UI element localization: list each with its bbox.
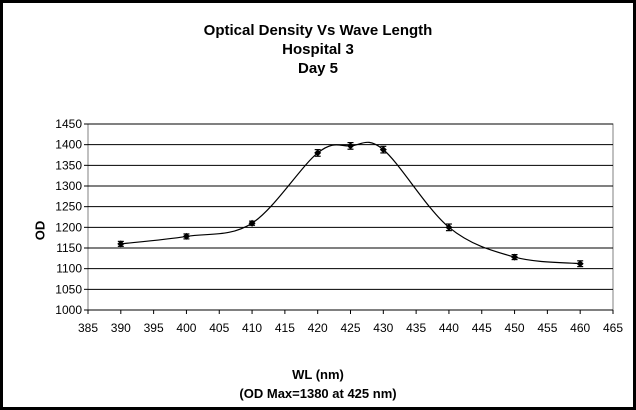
data-point [379,146,387,154]
x-tick-label: 405 [209,321,229,335]
y-tick-label: 1100 [56,262,82,276]
y-tick-label: 1000 [55,303,82,317]
x-tick-label: 410 [242,321,262,335]
data-point [314,149,322,157]
data-point [347,142,354,150]
x-tick-label: 460 [570,321,590,335]
x-tick-label: 385 [78,321,98,335]
x-tick-label: 390 [111,321,131,335]
y-tick-label: 1400 [55,138,82,152]
x-tick-label: 395 [144,321,164,335]
y-tick-label: 1250 [55,200,82,214]
y-tick-label: 1300 [55,179,82,193]
x-tick-label: 430 [373,321,393,335]
data-point [511,253,519,261]
x-tick-label: 465 [603,321,623,335]
y-tick-label: 1150 [56,241,82,255]
x-tick-label: 455 [537,321,557,335]
chart-title-line-3: Day 5 [297,60,339,77]
chart-title-line-1: Optical Density Vs Wave Length [203,22,433,39]
y-tick-label: 1050 [55,282,82,296]
x-tick-label: 420 [308,321,328,335]
x-tick-label: 440 [439,321,459,335]
y-tick-label: 1200 [55,220,82,234]
y-tick-label: 1350 [55,158,82,172]
x-tick-label: 415 [275,321,295,335]
x-tick-label: 435 [406,321,426,335]
data-point [576,260,584,268]
x-tick-label: 425 [340,321,360,335]
data-point [117,240,125,248]
y-tick-label: 1450 [55,117,82,131]
x-axis-note: (OD Max=1380 at 425 nm) [239,386,397,401]
data-point [248,219,256,227]
x-axis-label: WL (nm) [292,367,344,382]
data-point [182,232,190,240]
data-point [445,223,453,231]
x-tick-label: 445 [472,321,492,335]
plot-area [87,123,614,311]
x-tick-label: 450 [505,321,525,335]
chart-title-line-2: Hospital 3 [282,41,354,58]
x-tick-label: 400 [176,321,196,335]
